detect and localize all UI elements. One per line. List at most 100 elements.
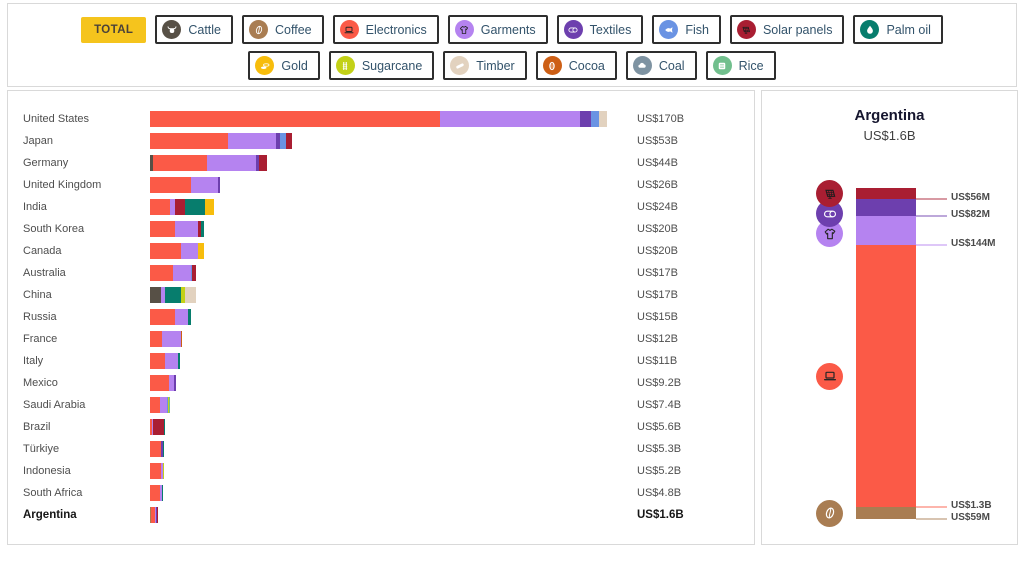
filter-button-palm-oil[interactable]: Palm oil xyxy=(853,15,943,44)
garments-segment[interactable] xyxy=(228,133,276,149)
fish-segment[interactable] xyxy=(166,397,168,413)
gold-segment[interactable] xyxy=(198,243,205,259)
country-bar[interactable] xyxy=(150,441,165,457)
textiles-segment[interactable] xyxy=(856,199,916,216)
rice-segment[interactable] xyxy=(169,397,171,413)
country-bar[interactable] xyxy=(150,331,183,347)
textiles-segment[interactable] xyxy=(161,441,163,457)
palm-oil-segment[interactable] xyxy=(163,419,166,435)
coffee-segment[interactable] xyxy=(150,507,152,523)
electronics-segment[interactable] xyxy=(150,199,171,215)
textiles-segment[interactable] xyxy=(275,133,281,149)
garments-segment[interactable] xyxy=(439,111,581,127)
cocoa-segment[interactable] xyxy=(181,331,183,347)
sugarcane-segment[interactable] xyxy=(162,463,165,479)
electronics-segment[interactable] xyxy=(150,221,176,237)
electronics-segment[interactable] xyxy=(150,133,229,149)
electronics-segment[interactable] xyxy=(150,243,182,259)
garments-segment[interactable] xyxy=(856,216,916,245)
garments-segment[interactable] xyxy=(159,485,162,501)
solar-panels-segment[interactable] xyxy=(157,507,159,523)
country-bar[interactable] xyxy=(150,221,204,237)
garments-segment[interactable] xyxy=(181,243,199,259)
coffee-segment[interactable] xyxy=(856,507,916,519)
textiles-segment[interactable] xyxy=(155,507,158,523)
textiles-segment[interactable] xyxy=(174,375,176,391)
country-bar[interactable] xyxy=(150,353,180,369)
country-bar[interactable] xyxy=(150,287,196,303)
textiles-segment[interactable] xyxy=(580,111,592,127)
garments-segment[interactable] xyxy=(169,375,175,391)
filter-button-gold[interactable]: Gold xyxy=(248,51,320,80)
garments-segment[interactable] xyxy=(161,463,163,479)
country-bar[interactable] xyxy=(150,133,293,149)
electronics-segment[interactable] xyxy=(150,111,440,127)
electronics-segment[interactable] xyxy=(856,245,916,507)
filter-button-cocoa[interactable]: Cocoa xyxy=(535,51,617,80)
country-bar[interactable] xyxy=(150,199,215,215)
country-bar[interactable] xyxy=(150,265,196,281)
solar-panels-segment[interactable] xyxy=(192,265,196,281)
electronics-segment[interactable] xyxy=(150,441,162,457)
filter-button-fish[interactable]: Fish xyxy=(652,15,721,44)
solar-panels-segment[interactable] xyxy=(259,155,268,171)
country-bar[interactable] xyxy=(150,155,268,171)
cattle-segment[interactable] xyxy=(150,155,154,171)
garments-segment[interactable] xyxy=(151,419,154,435)
solar-panels-segment[interactable] xyxy=(153,419,164,435)
textiles-segment[interactable] xyxy=(217,177,220,193)
filter-button-cattle[interactable]: Cattle xyxy=(155,15,233,44)
sugarcane-segment[interactable] xyxy=(167,397,170,413)
filter-button-electronics[interactable]: Electronics xyxy=(332,15,439,44)
garments-segment[interactable] xyxy=(175,221,199,237)
gold-segment[interactable] xyxy=(204,199,215,215)
country-bar[interactable] xyxy=(150,397,171,413)
filter-button-garments[interactable]: Garments xyxy=(447,15,548,44)
palm-oil-segment[interactable] xyxy=(162,441,165,457)
filter-button-rice[interactable]: Rice xyxy=(705,51,776,80)
filter-button-timber[interactable]: Timber xyxy=(443,51,527,80)
solar-panels-segment[interactable] xyxy=(174,199,185,215)
solar-panels-segment[interactable] xyxy=(856,188,916,199)
fish-segment[interactable] xyxy=(591,111,600,127)
timber-segment[interactable] xyxy=(185,287,196,303)
filter-button-sugarcane[interactable]: Sugarcane xyxy=(328,51,435,80)
filter-button-total[interactable]: TOTAL xyxy=(81,16,147,43)
sugarcane-segment[interactable] xyxy=(181,287,186,303)
country-bar[interactable] xyxy=(150,375,176,391)
garments-segment[interactable] xyxy=(170,199,175,215)
filter-button-solar-panels[interactable]: Solar panels xyxy=(729,15,845,44)
electronics-segment[interactable] xyxy=(150,309,175,325)
timber-segment[interactable] xyxy=(599,111,608,127)
garments-segment[interactable] xyxy=(207,155,257,171)
solar-panels-segment[interactable] xyxy=(285,133,293,149)
garments-segment[interactable] xyxy=(174,309,188,325)
fish-segment[interactable] xyxy=(191,265,193,281)
electronics-segment[interactable] xyxy=(150,397,161,413)
garments-segment[interactable] xyxy=(162,331,182,347)
garments-segment[interactable] xyxy=(190,177,218,193)
country-bar[interactable] xyxy=(150,111,608,127)
electronics-segment[interactable] xyxy=(150,419,152,435)
electronics-segment[interactable] xyxy=(150,485,160,501)
cattle-segment[interactable] xyxy=(150,287,162,303)
country-bar[interactable] xyxy=(150,419,166,435)
garments-segment[interactable] xyxy=(160,397,167,413)
palm-oil-segment[interactable] xyxy=(184,199,205,215)
fish-segment[interactable] xyxy=(280,133,286,149)
palm-oil-segment[interactable] xyxy=(177,353,180,369)
palm-oil-segment[interactable] xyxy=(165,287,182,303)
filter-button-coffee[interactable]: Coffee xyxy=(242,15,324,44)
garments-segment[interactable] xyxy=(164,353,178,369)
country-bar[interactable] xyxy=(150,177,220,193)
garments-segment[interactable] xyxy=(161,287,166,303)
garments-segment[interactable] xyxy=(154,507,156,523)
country-bar[interactable] xyxy=(150,485,163,501)
electronics-segment[interactable] xyxy=(150,375,170,391)
filter-button-textiles[interactable]: Textiles xyxy=(556,15,644,44)
garments-segment[interactable] xyxy=(173,265,192,281)
country-bar[interactable] xyxy=(150,463,165,479)
country-bar[interactable] xyxy=(150,309,191,325)
electronics-segment[interactable] xyxy=(150,177,191,193)
electronics-segment[interactable] xyxy=(150,463,162,479)
